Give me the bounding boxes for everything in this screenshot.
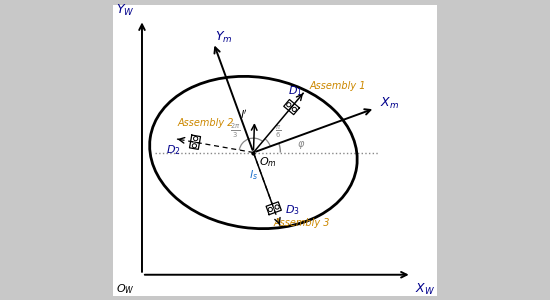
Text: $O_W$: $O_W$	[116, 282, 135, 296]
Text: $X_m$: $X_m$	[381, 95, 399, 110]
Text: $X_W$: $X_W$	[415, 282, 435, 297]
Text: Assembly 1: Assembly 1	[310, 81, 366, 91]
Text: $l'$: $l'$	[240, 108, 248, 121]
Text: $D_2$: $D_2$	[166, 143, 181, 157]
Text: $O_m$: $O_m$	[259, 155, 277, 169]
Text: $Y_m$: $Y_m$	[215, 30, 233, 45]
Text: $\frac{2\pi}{3}$: $\frac{2\pi}{3}$	[230, 122, 240, 140]
Text: Assembly 2: Assembly 2	[177, 118, 234, 128]
Text: Assembly 3: Assembly 3	[274, 218, 330, 228]
Text: $l_s$: $l_s$	[249, 169, 258, 182]
Text: $\varphi$: $\varphi$	[296, 139, 305, 151]
Text: $Y_W$: $Y_W$	[116, 3, 135, 18]
Text: $D_1$: $D_1$	[288, 85, 302, 98]
Text: $D_3$: $D_3$	[284, 204, 299, 218]
Text: $\frac{\pi}{6}$: $\frac{\pi}{6}$	[275, 124, 282, 140]
